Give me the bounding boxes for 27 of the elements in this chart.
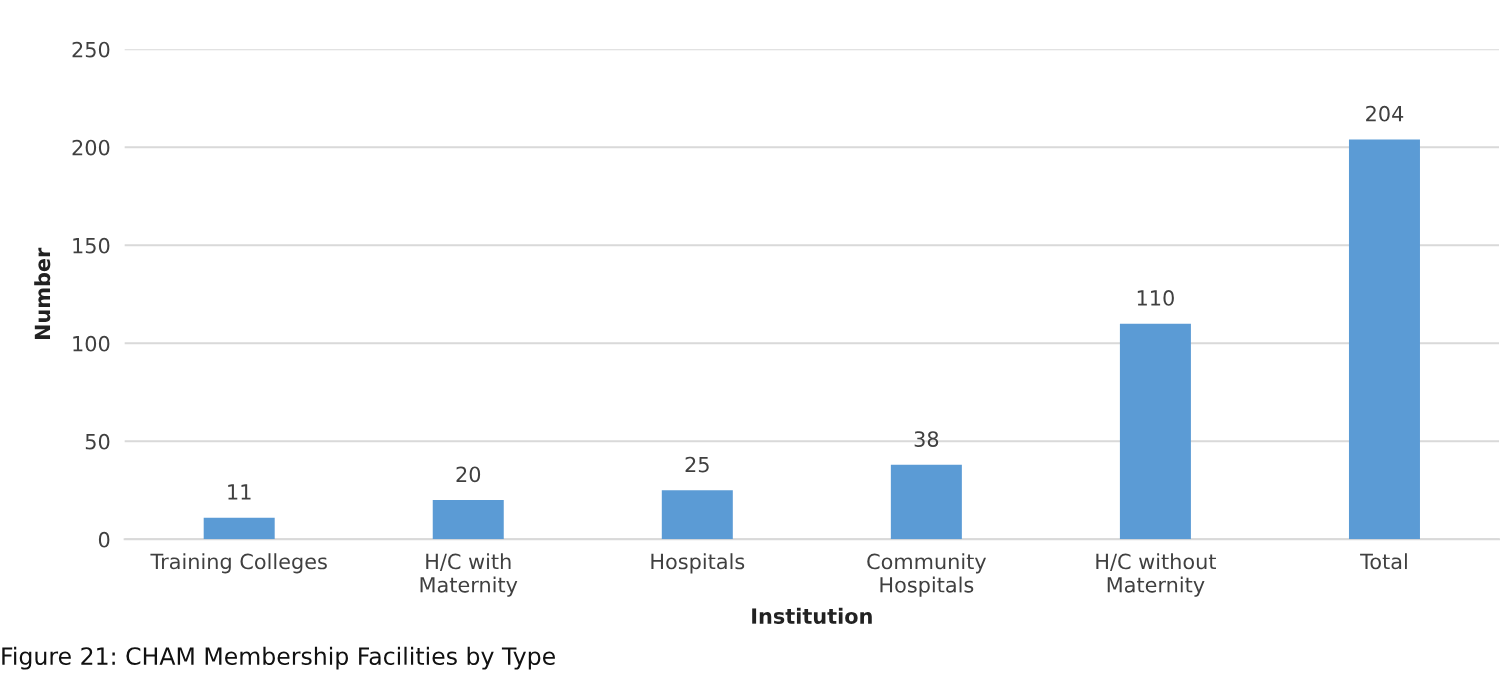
y-tick-label: 200 [72,139,110,156]
x-axis-title: Institution [752,607,872,624]
data-label: 20 [456,466,481,483]
y-tick-label: 100 [73,335,110,352]
x-tick-label: H/C without Maternity [1096,553,1216,597]
bar [432,500,504,540]
bar [1348,139,1420,540]
bar [661,490,733,540]
x-tick-label: Training Colleges [150,553,327,574]
caption: Figure 21: CHAM Membership Facilities by Type [2,646,555,670]
y-tick-label: 50 [85,433,110,450]
x-tick-label: Hospitals [651,553,745,574]
x-tick-label: H/C with Maternity [420,553,518,597]
x-tick-label: Total [1360,553,1407,570]
data-label: 11 [228,484,251,500]
data-label: 110 [1137,290,1174,306]
bar [890,464,962,540]
y-tick-label: 150 [73,237,110,254]
data-label: 38 [914,431,939,447]
y-axis-title: Number [34,247,51,340]
bar [1119,323,1191,540]
data-label: 25 [685,456,709,473]
data-label: 204 [1366,105,1404,122]
y-tick-label: 250 [72,41,110,58]
bar [203,517,275,540]
x-tick-label: Community Hospitals [867,553,987,597]
y-tick-label: 0 [98,531,110,548]
